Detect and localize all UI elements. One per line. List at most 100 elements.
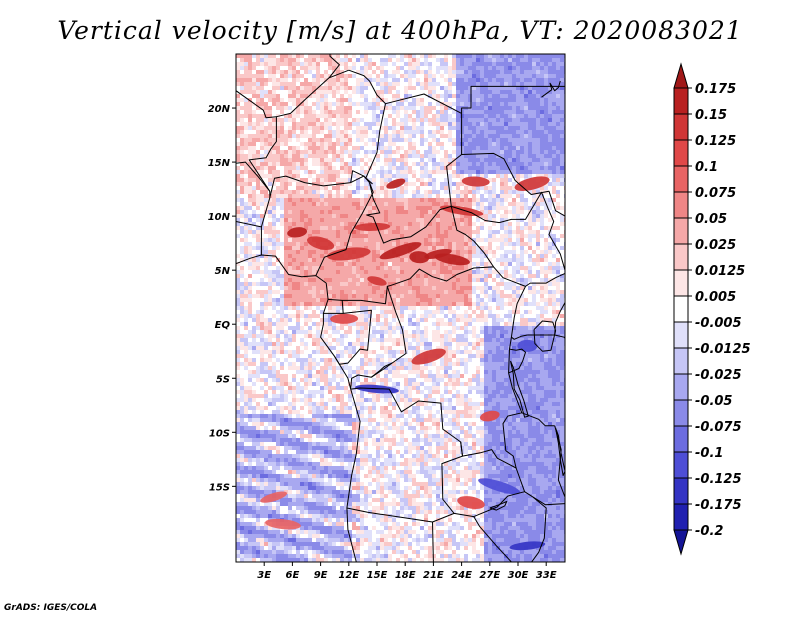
colorbar-label: -0.2 (695, 524, 723, 539)
border-line (350, 286, 407, 390)
border-line (328, 266, 565, 305)
colorbar-label: -0.175 (695, 498, 742, 513)
border-line (269, 175, 370, 198)
border-line (510, 286, 528, 340)
colorbar-swatch (673, 269, 689, 297)
velocity-hotspot (409, 251, 430, 264)
colorbar-label: 0.05 (695, 212, 727, 227)
lon-tick-label: 18E (395, 570, 416, 581)
colorbar-swatch (673, 425, 689, 453)
velocity-hotspot (287, 227, 308, 238)
colorbar-swatch (673, 503, 689, 531)
velocity-hotspot (260, 491, 288, 503)
colorbar-swatch (673, 451, 689, 479)
border-line (461, 152, 565, 217)
colorbar-swatch (673, 243, 689, 271)
grads-credit: GrADS: IGES/COLA (4, 603, 98, 613)
lake-outline (533, 320, 557, 352)
velocity-hotspot (478, 478, 521, 495)
colorbar-swatch (673, 399, 689, 427)
colorbar-label: -0.125 (695, 472, 742, 487)
lat-tick-label: 10N (208, 212, 231, 223)
colorbar-label: 0.15 (695, 108, 727, 123)
colorbar-label: 0.025 (695, 238, 736, 253)
velocity-hotspot (326, 247, 371, 261)
velocity-hotspot (411, 348, 446, 365)
border-line (541, 80, 561, 98)
lon-tick-label: 9E (314, 570, 328, 581)
lon-tick-label: 6E (286, 570, 300, 581)
colorbar-label: -0.1 (695, 446, 723, 461)
colorbar-swatch (673, 295, 689, 323)
colorbar-label: 0.1 (695, 160, 718, 175)
border-line (450, 206, 495, 268)
lat-tick-label: 15N (208, 158, 231, 169)
lat-tick-label: 10S (209, 428, 230, 439)
border-line (454, 467, 526, 518)
border-line (473, 491, 547, 562)
velocity-hotspot (461, 176, 490, 187)
colorbar-label: 0.005 (695, 290, 736, 305)
colorbar-label: -0.075 (695, 420, 742, 435)
border-line (348, 69, 386, 185)
border-line (451, 191, 565, 271)
lat-tick-label: 5S (216, 374, 230, 385)
colorbar-label: -0.005 (695, 316, 742, 331)
border-line (236, 90, 277, 119)
lat-tick-label: 15S (209, 482, 230, 493)
lon-tick-label: 30E (508, 570, 529, 581)
lake-outline (510, 360, 529, 418)
velocity-hotspot (434, 253, 470, 266)
colorbar-swatch (673, 87, 689, 115)
border-line (315, 182, 374, 276)
colorbar-swatch (673, 113, 689, 141)
border-line (328, 54, 340, 79)
chart-title: Vertical velocity [m/s] at 400hPa, VT: 2… (57, 16, 743, 45)
colorbar-lower-arrow (673, 529, 689, 556)
colorbar-swatch (673, 217, 689, 245)
lon-tick-label: 33E (536, 570, 557, 581)
border-line (532, 496, 565, 506)
colorbar-swatch (673, 139, 689, 167)
velocity-hotspot (517, 339, 538, 352)
colorbar-upper-arrow (673, 62, 689, 89)
colorbar-label: 0.0125 (695, 264, 745, 279)
country-borders (236, 54, 565, 562)
velocity-hotspot (330, 313, 359, 324)
map-frame (235, 53, 566, 563)
border-line (521, 412, 555, 427)
colorbar-label: -0.025 (695, 368, 742, 383)
colorbar-label: 0.075 (695, 186, 736, 201)
colorbar-label: -0.05 (695, 394, 732, 409)
border-line (236, 254, 361, 562)
lon-tick-label: 24E (451, 570, 472, 581)
velocity-hotspot (479, 410, 500, 422)
lon-tick-label: 27E (479, 570, 500, 581)
colorbar-swatch (673, 165, 689, 193)
velocity-hotspot (265, 518, 301, 530)
lon-tick-label: 15E (367, 570, 388, 581)
border-line (366, 113, 463, 244)
lon-tick-label: 3E (257, 570, 271, 581)
colorbar-label: 0.125 (695, 134, 736, 149)
velocity-field (236, 54, 565, 562)
axis-ticks: 20N 15N 10N 5N EQ 5S 10S 15S 3E 6E 9E 12E 15E 18E 21E 2… (208, 104, 557, 581)
lake-outline (489, 501, 508, 511)
lat-tick-label: 5N (215, 266, 231, 277)
border-line (554, 425, 565, 498)
velocity-hotspot (457, 496, 485, 510)
colorbar-label: 0.175 (695, 82, 736, 97)
velocity-hotspot (386, 178, 406, 189)
border-line (248, 69, 349, 192)
border-line (432, 521, 434, 562)
lat-tick-label: EQ (215, 320, 231, 331)
border-line (460, 337, 523, 469)
lon-tick-label: 12E (338, 570, 359, 581)
colorbar-swatch (673, 321, 689, 349)
colorbar-swatch (673, 477, 689, 505)
colorbar: 0.175 0.15 0.125 0.1 0.075 0.05 0.025 0.0125 0.0… (673, 62, 751, 556)
colorbar-swatch (673, 373, 689, 401)
lat-tick-label: 20N (208, 104, 231, 115)
lake-outline (555, 427, 565, 476)
